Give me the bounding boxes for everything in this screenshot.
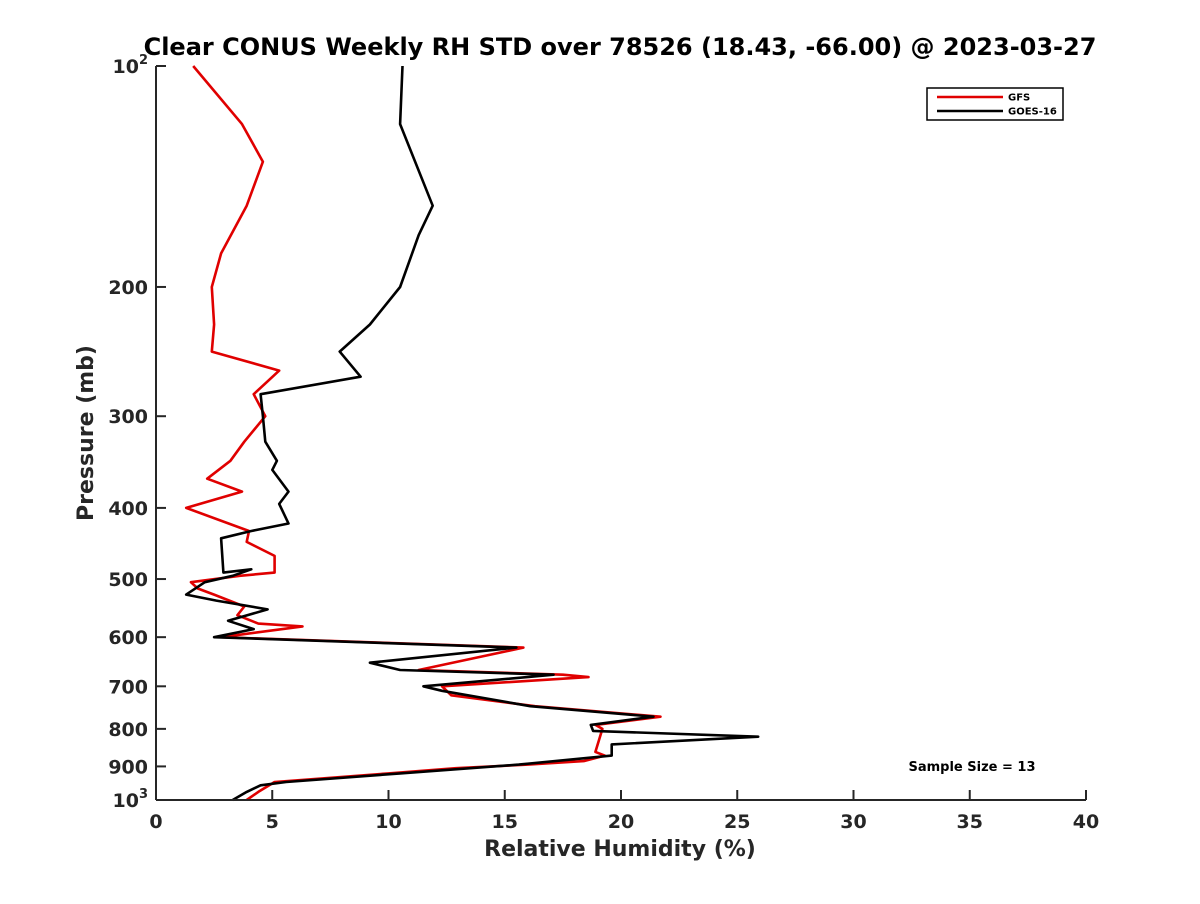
ticks: 0 5 10 15 20 25 30 35 40 102 200 300 400 500 600 700 800… [108,53,1099,833]
x-tick-label: 5 [266,811,279,833]
y-axis-label: Pressure (mb) [74,345,99,521]
y-tick-label: 102 [113,53,149,78]
x-tick-label: 25 [724,811,750,833]
y-tick-label: 800 [108,719,148,741]
y-tick-label: 700 [108,676,148,698]
x-tick-label: 10 [375,811,401,833]
y-tick-label: 300 [108,406,148,428]
legend-label-goes-16: GOES-16 [1008,107,1057,118]
y-tick-label: 900 [108,756,148,778]
x-axis-label: Relative Humidity (%) [484,837,756,862]
x-tick-label: 0 [149,811,162,833]
legend-label-gfs: GFS [1008,93,1030,104]
plot-lines [184,65,760,802]
chart-title: Clear CONUS Weekly RH STD over 78526 (18… [144,33,1097,61]
y-tick-label: 600 [108,627,148,649]
sample-size-annotation: Sample Size = 13 [908,760,1035,775]
series-line-goes-16 [184,65,760,802]
y-tick-label: 400 [108,498,148,520]
legend-box [926,87,1064,121]
x-tick-label: 20 [608,811,634,833]
x-tick-label: 15 [492,811,518,833]
y-tick-label: 200 [108,277,148,299]
x-tick-label: 40 [1073,811,1099,833]
legend: GFS GOES-16 [926,87,1064,121]
x-tick-label: 35 [957,811,983,833]
series-line-gfs [184,65,662,802]
x-tick-label: 30 [840,811,866,833]
y-tick-label: 103 [113,787,149,812]
y-tick-label: 500 [108,569,148,591]
